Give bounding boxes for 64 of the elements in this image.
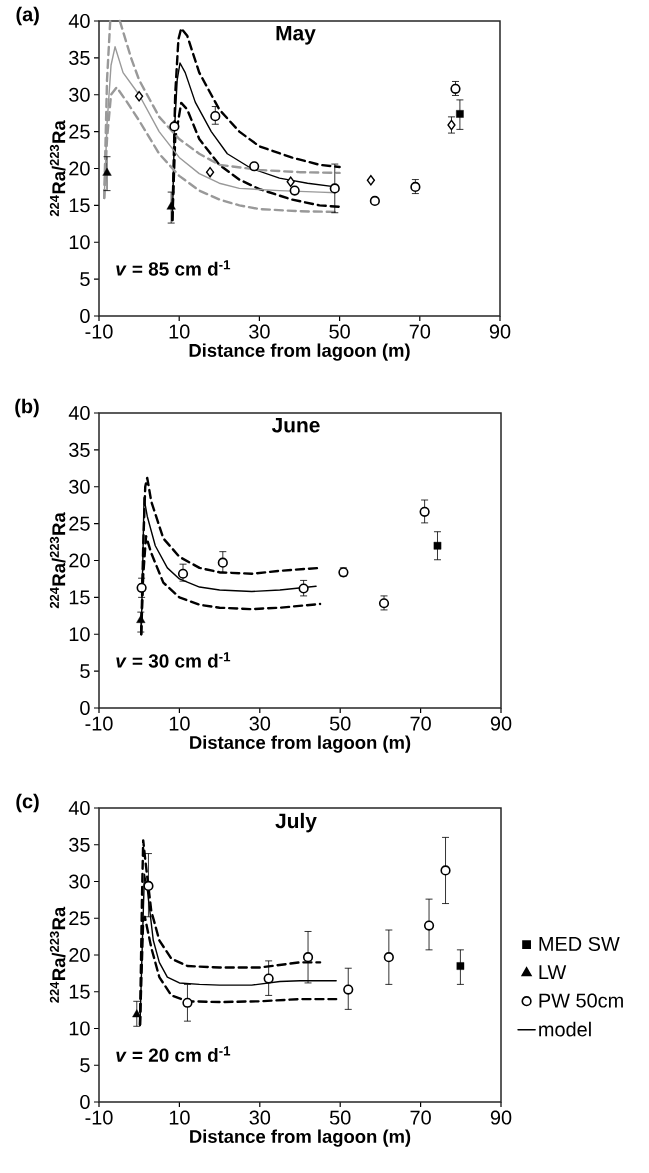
annotation: v = 20 cm d$^{-1}$ bbox=[116, 1046, 231, 1062]
x-axis-title: Distance from lagoon (m) bbox=[190, 1129, 411, 1147]
legend-label: model bbox=[539, 1021, 591, 1037]
y-tick-label: 15 bbox=[69, 984, 90, 999]
x-tick-label: 90 bbox=[490, 1110, 512, 1125]
y-tick-label: 5 bbox=[80, 272, 90, 287]
x-tick-label: 30 bbox=[249, 324, 270, 339]
x-tick-label: 30 bbox=[249, 716, 271, 731]
y-tick-label: 35 bbox=[69, 837, 90, 852]
y-tick-label: 10 bbox=[69, 1021, 90, 1036]
text: (b) bbox=[15, 398, 39, 418]
y-axis-title: $^{224}$Ra/$^{223}$Ra bbox=[49, 120, 66, 217]
y-tick-label: 35 bbox=[69, 50, 90, 65]
y-axis-title: $^{224}$Ra/$^{223}$Ra bbox=[49, 512, 66, 609]
x-tick-label: 30 bbox=[249, 1110, 271, 1125]
x-tick-label: 10 bbox=[169, 1110, 190, 1125]
y-tick-label: 25 bbox=[69, 124, 90, 139]
annotation: v = 30 cm d$^{-1}$ bbox=[116, 652, 231, 668]
x-tick-label: 70 bbox=[410, 716, 431, 731]
y-tick-label: 20 bbox=[69, 161, 90, 176]
x-tick-label: 50 bbox=[329, 716, 351, 731]
x-tick-label: 90 bbox=[490, 716, 512, 731]
y-tick-label: 5 bbox=[80, 1058, 90, 1073]
y-tick-label: 5 bbox=[80, 664, 90, 679]
y-tick-label: 20 bbox=[69, 947, 90, 963]
y-tick-label: 0 bbox=[80, 308, 90, 324]
chart-title: June bbox=[271, 417, 320, 433]
y-tick-label: 35 bbox=[69, 442, 90, 457]
x-tick-label: -10 bbox=[85, 1110, 113, 1125]
y-tick-label: 10 bbox=[69, 235, 90, 250]
y-tick-label: 15 bbox=[69, 590, 90, 605]
chart-title: May bbox=[276, 25, 316, 45]
x-tick-label: 90 bbox=[489, 324, 511, 339]
x-axis-title: Distance from lagoon (m) bbox=[189, 343, 410, 361]
x-tick-label: -10 bbox=[85, 324, 113, 339]
y-tick-label: 30 bbox=[69, 87, 90, 102]
y-tick-label: 20 bbox=[69, 553, 90, 568]
y-tick-label: 40 bbox=[68, 13, 90, 29]
x-tick-label: 50 bbox=[329, 1110, 351, 1125]
legend-label: PW 50cm bbox=[539, 993, 623, 1008]
y-tick-label: 25 bbox=[69, 911, 90, 926]
x-tick-label: 70 bbox=[410, 1110, 431, 1125]
y-tick-label: 30 bbox=[69, 479, 90, 494]
legend-label: MED SW bbox=[539, 936, 620, 951]
y-tick-label: 30 bbox=[69, 874, 90, 889]
text: (a) bbox=[16, 6, 39, 26]
x-tick-label: 50 bbox=[329, 324, 350, 339]
x-tick-label: 10 bbox=[169, 324, 190, 339]
x-tick-label: -10 bbox=[85, 716, 113, 731]
y-tick-label: 0 bbox=[80, 1094, 90, 1110]
y-tick-label: 25 bbox=[69, 516, 90, 531]
text: (c) bbox=[16, 793, 39, 813]
annotation: v = 85 cm d$^{-1}$ bbox=[116, 260, 231, 276]
x-tick-label: 70 bbox=[409, 324, 431, 339]
x-axis-title: Distance from lagoon (m) bbox=[190, 735, 411, 753]
x-tick-label: 10 bbox=[169, 716, 190, 731]
y-tick-label: 40 bbox=[68, 800, 90, 816]
y-axis-title: $^{224}$Ra/$^{223}$Ra bbox=[49, 906, 66, 1003]
y-tick-label: 10 bbox=[69, 627, 90, 642]
legend-label: LW bbox=[539, 965, 567, 979]
y-tick-label: 40 bbox=[68, 405, 90, 421]
chart-title: July bbox=[275, 812, 317, 833]
y-tick-label: 15 bbox=[69, 198, 90, 213]
y-tick-label: 0 bbox=[80, 700, 90, 716]
